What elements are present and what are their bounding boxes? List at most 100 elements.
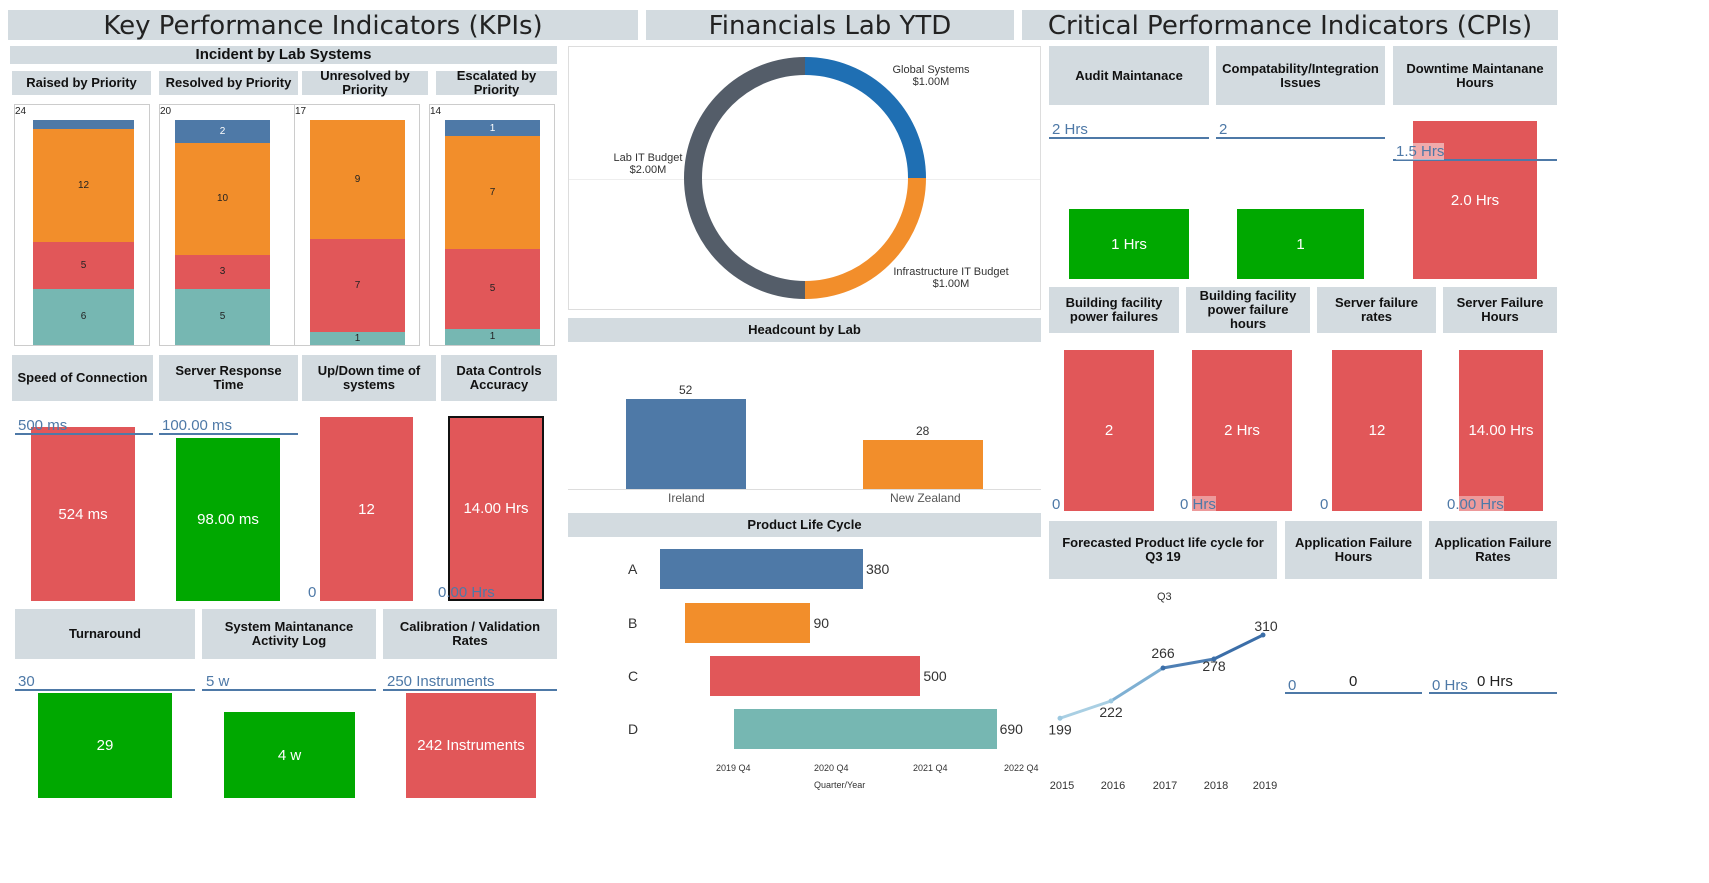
incident-title: Incident by Lab Systems [10,46,557,64]
incident-header-escalated[interactable]: Escalated by Priority [436,69,557,97]
compatibility-issues-header[interactable]: Compatability/Integration Issues [1216,46,1385,105]
power-failure-hours-bar[interactable]: 2 Hrs [1192,350,1292,511]
compatibility-issues-target-line [1216,137,1385,139]
plc-row-label: B [628,615,638,631]
calibration-rates-target-label: 250 Instruments [387,673,495,690]
incident-segment[interactable]: 10 [175,142,270,255]
incident-segment[interactable]: 5 [175,288,270,345]
turnaround-target-line [15,689,195,691]
budget-donut-panel: Global Systems $1.00M Infrastructure IT B… [568,46,1041,310]
forecast-x-tick: 2018 [1204,780,1228,792]
incident-segment[interactable]: 1 [445,120,540,137]
turnaround-value: 29 [96,737,114,754]
forecast-header[interactable]: Forecasted Product life cycle for Q3 19 [1049,521,1277,579]
application-failure-rates-zero-label: 0 Hrs [1432,677,1468,694]
incident-segment[interactable]: 7 [310,239,405,332]
system-maintenance-log-header[interactable]: System Maintanance Activity Log [202,609,376,659]
compatibility-issues-bar[interactable]: 1 [1237,209,1364,279]
plc-bar-value: 90 [813,615,830,631]
server-failure-rates-bar[interactable]: 12 [1332,350,1422,511]
plc-bar[interactable] [660,549,863,589]
incident-header-unresolved[interactable]: Unresolved by Priority [302,69,428,97]
headcount-value-new-zealand: 28 [916,424,930,438]
incident-segment[interactable]: 2 [175,120,270,143]
headcount-bar-new-zealand[interactable] [863,440,983,489]
plc-bar[interactable] [709,656,921,696]
downtime-maintenance-header[interactable]: Downtime Maintanane Hours [1393,46,1557,105]
forecast-value-label: 199 [1049,721,1072,737]
incident-segment[interactable] [33,120,134,130]
forecast-point[interactable] [1211,656,1217,662]
audit-maintenance-header[interactable]: Audit Maintanace [1049,46,1209,105]
plc-tick-label: 2020 Q4 [814,763,849,773]
server-failure-hours-header[interactable]: Server Failure Hours [1443,287,1557,333]
forecast-point[interactable] [1260,632,1266,638]
server-response-time-header[interactable]: Server Response Time [159,355,298,401]
incident-header-raised[interactable]: Raised by Priority [12,71,151,95]
server-failure-rates-value: 12 [1368,422,1386,439]
data-controls-accuracy-header[interactable]: Data Controls Accuracy [441,355,557,401]
forecast-point[interactable] [1108,698,1114,704]
power-failures-header[interactable]: Building facility power failures [1049,287,1179,333]
forecast-series-label: Q3 [1157,591,1172,603]
forecast-value-label: 266 [1151,645,1175,661]
updown-time-bar[interactable]: 12 [320,417,413,601]
speed-of-connection-target-label: 500 ms [18,417,68,434]
plc-bar[interactable] [734,709,997,749]
calibration-rates-bar[interactable]: 242 Instruments [406,693,536,798]
speed-of-connection-header[interactable]: Speed of Connection [12,355,153,401]
calibration-rates-header[interactable]: Calibration / Validation Rates [383,609,557,659]
incident-segment[interactable]: 5 [445,248,540,329]
updown-time-zero-label: 0 [308,584,317,601]
application-failure-rates-header[interactable]: Application Failure Rates [1429,521,1557,579]
speed-of-connection-bar[interactable]: 524 ms [31,427,135,601]
server-failure-hours-zero-label: 0.00 Hrs [1447,496,1504,513]
forecast-line-chart[interactable]: 199 2015 222 2016 266 2017 278 2018 310 2019 [1049,600,1279,800]
forecast-x-tick: 2016 [1101,780,1125,792]
incident-segment[interactable]: 3 [175,255,270,289]
power-failure-hours-header[interactable]: Building facility power failure hours [1186,287,1310,333]
headcount-bar-ireland[interactable] [626,399,746,489]
forecast-x-tick: 2015 [1050,780,1074,792]
incident-segment[interactable]: 9 [310,120,405,240]
plc-bar-value: 690 [999,721,1023,737]
server-response-time-bar[interactable]: 98.00 ms [176,438,280,601]
power-failures-bar[interactable]: 2 [1064,350,1154,511]
incident-segment[interactable]: 6 [33,288,134,345]
power-failure-hours-value: 2 Hrs [1224,422,1260,439]
turnaround-header[interactable]: Turnaround [15,609,195,659]
forecast-line-segment [1059,699,1112,720]
plc-xlabel: Quarter/Year [814,780,866,790]
application-failure-hours-line [1285,692,1422,694]
audit-maintenance-bar[interactable]: 1 Hrs [1069,209,1189,279]
incident-segment[interactable]: 12 [33,129,134,242]
data-controls-accuracy-value: 14.00 Hrs [463,500,529,517]
application-failure-hours-header[interactable]: Application Failure Hours [1285,521,1422,579]
incident-segment[interactable]: 5 [33,241,134,289]
donut-slice[interactable] [804,57,926,179]
server-failure-rates-header[interactable]: Server failure rates [1317,287,1436,333]
updown-time-header[interactable]: Up/Down time of systems [302,355,436,401]
application-failure-rates-line [1429,692,1557,694]
donut-slice[interactable] [684,57,806,299]
incident-segment[interactable]: 1 [310,331,405,345]
server-failure-hours-value: 14.00 Hrs [1468,422,1534,439]
plc-row-label: A [628,561,638,577]
server-response-time-target-line [159,433,298,435]
data-controls-accuracy-bar[interactable]: 14.00 Hrs [448,416,544,601]
donut-slice[interactable] [804,177,926,299]
forecast-line-segment [1213,633,1264,661]
incident-segment[interactable]: 1 [445,328,540,345]
server-failure-hours-bar[interactable]: 14.00 Hrs [1459,350,1543,511]
plc-bar[interactable] [684,603,811,643]
speed-of-connection-target-line [15,433,153,435]
downtime-maintenance-value: 2.0 Hrs [1450,191,1500,209]
forecast-point[interactable] [1057,715,1063,721]
budget-donut-chart[interactable] [569,47,1040,309]
system-maintenance-log-bar[interactable]: 4 w [224,712,355,798]
incident-header-resolved[interactable]: Resolved by Priority [159,71,298,95]
forecast-point[interactable] [1160,665,1166,671]
incident-segment[interactable]: 7 [445,136,540,249]
server-response-time-value: 98.00 ms [197,511,259,528]
turnaround-bar[interactable]: 29 [38,693,172,798]
